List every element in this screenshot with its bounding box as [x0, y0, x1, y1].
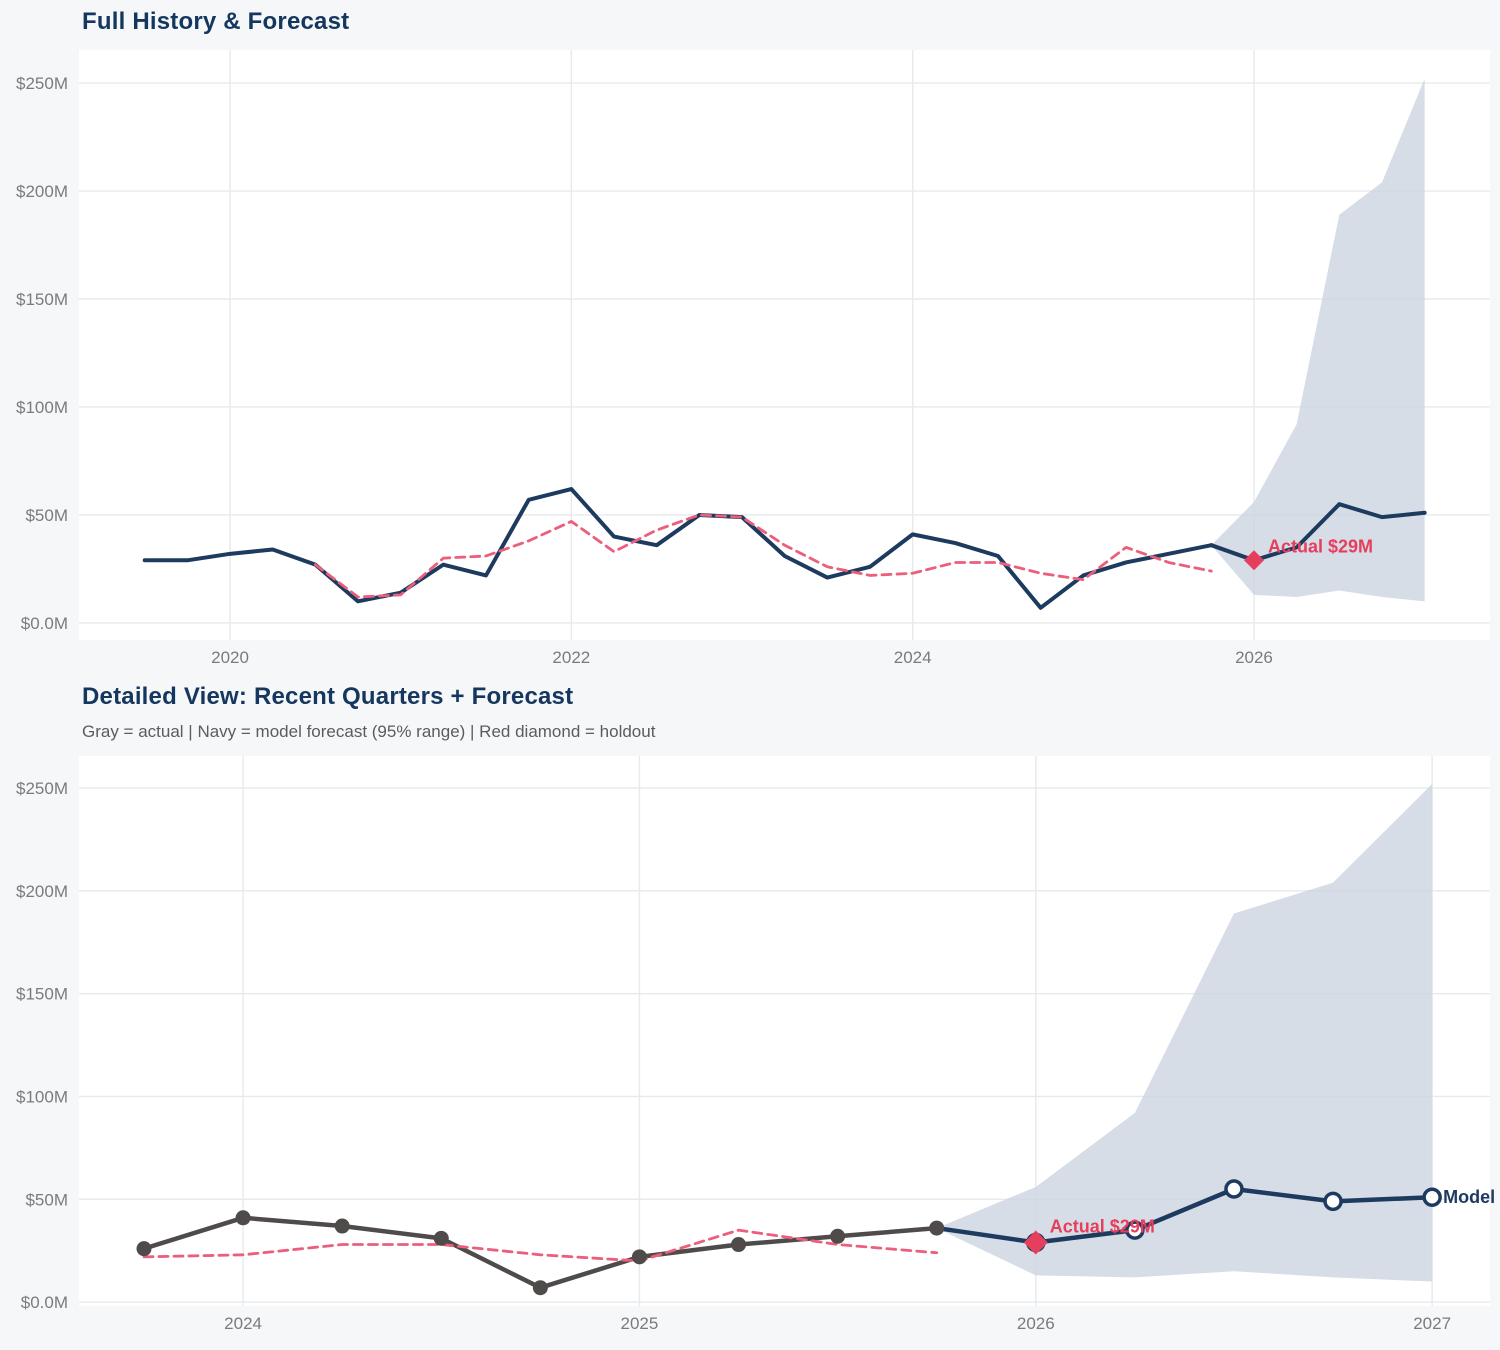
y-axis-tick-label: $200M: [16, 182, 68, 201]
y-axis-tick-label: $250M: [16, 779, 68, 798]
model-forecast-point-marker: [1125, 1220, 1145, 1240]
forecast-95-range: [1211, 78, 1425, 602]
x-axis-tick-label: 2027: [1413, 1314, 1451, 1333]
y-axis-tick-label: $0.0M: [21, 614, 68, 633]
y-axis-tick-label: $250M: [16, 74, 68, 93]
actual-recent-point-marker: [731, 1237, 747, 1253]
y-axis-tick-label: $100M: [16, 1087, 68, 1106]
x-axis-tick-label: 2025: [621, 1314, 659, 1333]
model-fit-line: [313, 513, 1213, 599]
holdout-diamond-icon: [1243, 550, 1264, 571]
x-axis-tick-label: 2020: [211, 648, 249, 667]
bottom-chart: $0.0M $50M $100M $150M $200M $250M 2024 2025 202…: [16, 756, 1495, 1333]
actual-recent-point-marker: [433, 1230, 449, 1246]
model-label: Model: [1443, 1187, 1495, 1207]
y-axis-tick-label: $150M: [16, 985, 68, 1004]
y-axis-tick-label: $150M: [16, 290, 68, 309]
y-axis-tick-label: $200M: [16, 882, 68, 901]
actual-recent-point-marker: [136, 1241, 152, 1257]
bottom-chart-title: Detailed View: Recent Quarters + Forecas…: [82, 683, 574, 710]
top-chart: $0.0M $50M $100M $150M $200M $250M 2020 2022 202…: [16, 50, 1490, 667]
forecast-95-range: [936, 783, 1433, 1282]
x-axis-tick-label: 2024: [224, 1314, 262, 1333]
model-forecast-point-marker: [1323, 1191, 1343, 1212]
actual-recent-point-marker: [830, 1228, 846, 1244]
holdout-label: Actual $29M: [1268, 536, 1373, 556]
actual-recent-point-marker: [235, 1210, 251, 1226]
model-fit-line: [142, 1228, 939, 1263]
model-forecast-point-marker: [1224, 1179, 1244, 1199]
x-axis-tick-label: 2026: [1235, 648, 1273, 667]
y-axis-tick-label: $50M: [25, 506, 68, 525]
y-axis-tick-label: $0.0M: [21, 1293, 68, 1312]
x-axis-tick-label: 2026: [1017, 1314, 1055, 1333]
holdout-diamond-icon: [1023, 1230, 1048, 1255]
y-axis-tick-label: $50M: [25, 1190, 68, 1209]
actual-recent-point-marker: [532, 1280, 548, 1296]
bottom-chart-legend: Gray = actual | Navy = model forecast (9…: [82, 722, 656, 741]
holdout-label: Actual $29M: [1050, 1216, 1155, 1236]
y-axis-tick-label: $100M: [16, 398, 68, 417]
x-axis-tick-label: 2022: [552, 648, 590, 667]
actual-recent-point-marker: [929, 1220, 945, 1236]
top-chart-title: Full History & Forecast: [82, 8, 350, 35]
actual-recent-point-marker: [631, 1249, 647, 1265]
model-forecast-point-marker: [1422, 1187, 1442, 1207]
actual-recent-point-marker: [334, 1218, 350, 1234]
x-axis-tick-label: 2024: [894, 648, 932, 667]
model-forecast-line: [934, 1186, 1435, 1245]
